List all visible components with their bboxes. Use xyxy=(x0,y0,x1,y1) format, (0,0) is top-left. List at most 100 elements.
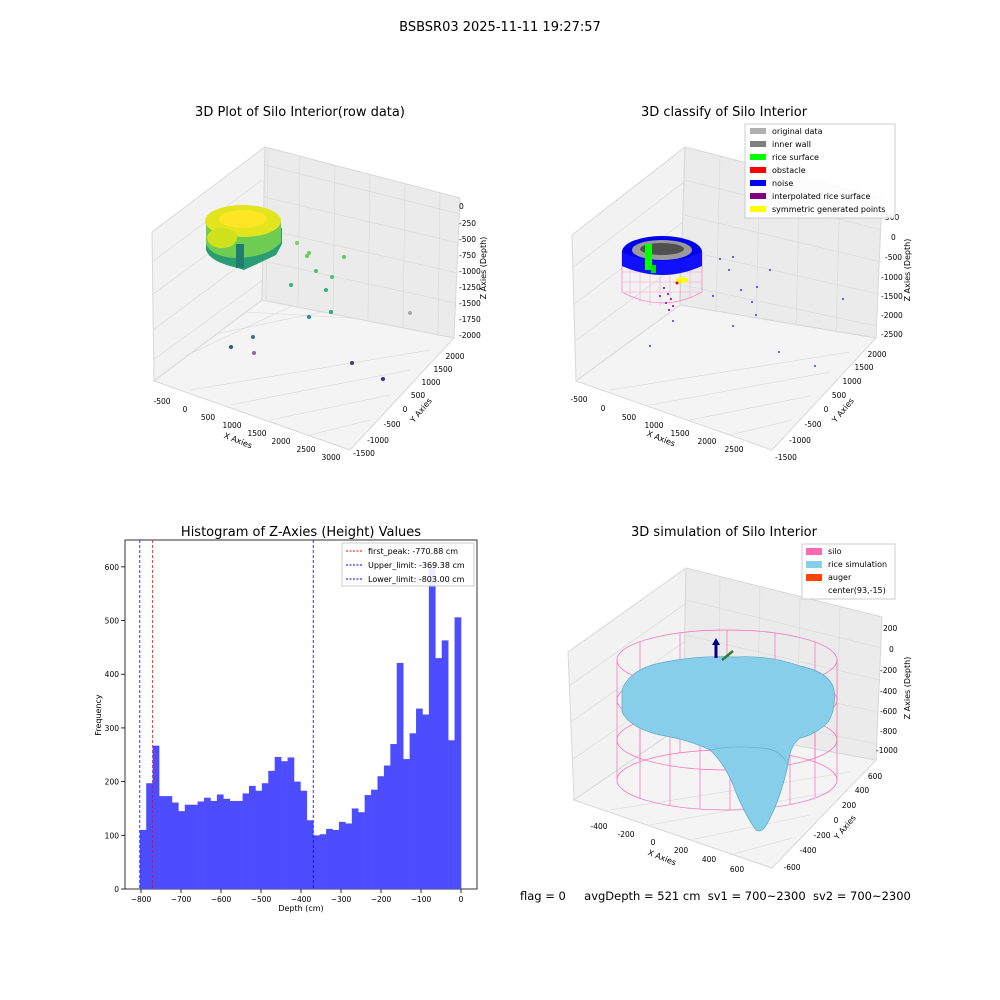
raw-x-tick-label: 2000 xyxy=(271,437,290,446)
raw-y-tick-label: 0 xyxy=(403,405,408,414)
raw-point xyxy=(252,351,256,355)
classify-cylinder-outline xyxy=(621,252,703,304)
sim-auger xyxy=(712,638,734,661)
classify-y-tick-label: -500 xyxy=(804,420,821,429)
classify-x-tick-label: 0 xyxy=(601,404,606,413)
raw-3d-point-cloud xyxy=(205,205,282,270)
raw-point xyxy=(251,335,255,339)
histogram-bar xyxy=(313,835,320,889)
classify-obstacle-point xyxy=(675,281,679,285)
raw-z-tick-label: -1500 xyxy=(459,299,481,308)
simulation-legend: silo rice simulation auger center(93,-15… xyxy=(801,543,896,600)
raw-y-tick-label: 1500 xyxy=(433,365,452,374)
histogram-bar xyxy=(171,802,179,889)
histogram-bar xyxy=(210,800,218,889)
classify-legend-label: inner wall xyxy=(772,140,811,149)
classify-x-tick-label: 500 xyxy=(622,413,637,422)
histogram-x-tick-label: 0 xyxy=(459,895,464,904)
raw-x-tick-label: -500 xyxy=(153,397,170,406)
classify-legend-frame xyxy=(744,123,896,219)
classify-y-axis-label: Y Axies xyxy=(830,396,856,425)
raw-point xyxy=(329,310,333,314)
histogram-bar xyxy=(255,790,263,889)
histogram-bar xyxy=(216,794,224,889)
histogram-x-tick-label: −100 xyxy=(411,895,432,904)
classify-legend-swatch xyxy=(750,193,766,199)
sim-x-tick-label: 600 xyxy=(730,865,745,874)
sim-rice-surface-ridge xyxy=(709,746,789,766)
classify-y-tick-label: -1500 xyxy=(775,453,797,462)
sim-z-tick-label: 200 xyxy=(883,624,898,633)
sim-x-tick-label: 200 xyxy=(674,846,689,855)
sim-z-tick-label: -600 xyxy=(880,707,897,716)
raw-z-tick-label: -250 xyxy=(459,219,476,228)
sim-z-tick-label: 0 xyxy=(889,645,894,654)
sv1-text: sv1 = 700~2300 xyxy=(707,889,806,903)
histogram-bar xyxy=(281,761,288,889)
histogram-bar xyxy=(146,783,153,889)
classify-3d-z-axis: 500 0 -500 -1000 -1500 -2000 -2500 Z Axi… xyxy=(881,213,912,339)
raw-3d-title: 3D Plot of Silo Interior(row data) xyxy=(195,105,405,120)
simulation-3d-title: 3D simulation of Silo Interior xyxy=(631,525,818,540)
raw-3d-x-axis: -500 0 500 1000 1500 2000 2500 3000 X Ax… xyxy=(153,397,340,462)
histogram-bar xyxy=(274,756,282,889)
histogram-x-tick-label: −500 xyxy=(251,895,272,904)
raw-z-tick-label: -500 xyxy=(459,235,476,244)
histogram-legend-label: Upper_limit: -369.38 cm xyxy=(368,561,465,570)
histogram-bar xyxy=(448,740,455,889)
histogram-legend: first_peak: -770.88 cm Upper_limit: -369… xyxy=(341,542,475,587)
histogram-bar xyxy=(435,658,443,889)
histogram-bars xyxy=(139,566,462,889)
histogram-bar xyxy=(409,733,417,889)
classify-legend-label: noise xyxy=(772,179,793,188)
histogram-bar xyxy=(152,745,160,889)
panel-histogram: Histogram of Z-Axies (Height) Values −80… xyxy=(94,525,478,913)
histogram-y-tick-label: 600 xyxy=(105,563,120,572)
classify-z-tick-label: -2000 xyxy=(881,311,903,320)
histogram-bar xyxy=(364,795,372,889)
histogram-bar xyxy=(287,757,295,889)
raw-3d-outlier-points xyxy=(229,241,412,381)
histogram-bar xyxy=(242,793,250,889)
raw-cloud-seam xyxy=(236,244,244,268)
classify-legend-swatch xyxy=(750,141,766,147)
simulation-legend-swatch xyxy=(806,548,822,555)
classify-legend-swatch xyxy=(750,167,766,173)
histogram-x-axis-label: Depth (cm) xyxy=(278,904,323,913)
histogram-x-tick-label: −400 xyxy=(291,895,312,904)
sim-x-axis-label: X Axies xyxy=(647,848,678,867)
simulation-legend-label: rice simulation xyxy=(828,560,887,569)
histogram-y-tick-label: 400 xyxy=(105,670,120,679)
classify-3d-pane-floor xyxy=(574,304,877,451)
sim-y-tick-label: 200 xyxy=(842,801,857,810)
histogram-legend-label: first_peak: -770.88 cm xyxy=(368,547,458,556)
histogram-x-tick-label: −800 xyxy=(131,895,152,904)
raw-3d-z-axis: 0 -250 -500 -750 -1000 -1250 -1500 -1750… xyxy=(459,202,488,340)
histogram-bar xyxy=(165,796,173,889)
histogram-bar xyxy=(371,789,378,889)
classify-z-tick-label: -500 xyxy=(885,253,902,262)
raw-point xyxy=(381,377,385,381)
classify-x-tick-label: 2500 xyxy=(724,445,743,454)
classify-legend: original data inner wall rice surface ob… xyxy=(744,123,896,219)
histogram-bar xyxy=(351,808,359,889)
histogram-title: Histogram of Z-Axies (Height) Values xyxy=(181,525,421,540)
raw-y-tick-label: 1000 xyxy=(421,378,440,387)
classify-rice-surface xyxy=(645,244,652,270)
sv2-text: sv2 = 700~2300 xyxy=(812,889,911,903)
histogram-bar xyxy=(204,797,211,889)
raw-x-tick-label: 0 xyxy=(183,405,188,414)
panel-simulation-3d: 3D simulation of Silo Interior xyxy=(567,525,912,874)
raw-point xyxy=(342,255,346,259)
panel-classify-3d: 3D classify of Silo Interior -500 0 500 … xyxy=(570,105,912,462)
histogram-x-axis: −800 −700 −600 −500 −400 −300 −200 −100 0 xyxy=(131,889,464,904)
raw-x-tick-label: 2500 xyxy=(296,445,315,454)
raw-point xyxy=(229,345,233,349)
raw-z-tick-label: -2000 xyxy=(459,331,481,340)
classify-z-tick-label: -1500 xyxy=(881,292,903,301)
classify-legend-label: symmetric generated points xyxy=(772,205,885,214)
raw-cloud-inner xyxy=(219,210,267,228)
classify-legend-entry: symmetric generated points xyxy=(750,205,885,214)
histogram-bar xyxy=(178,811,186,889)
